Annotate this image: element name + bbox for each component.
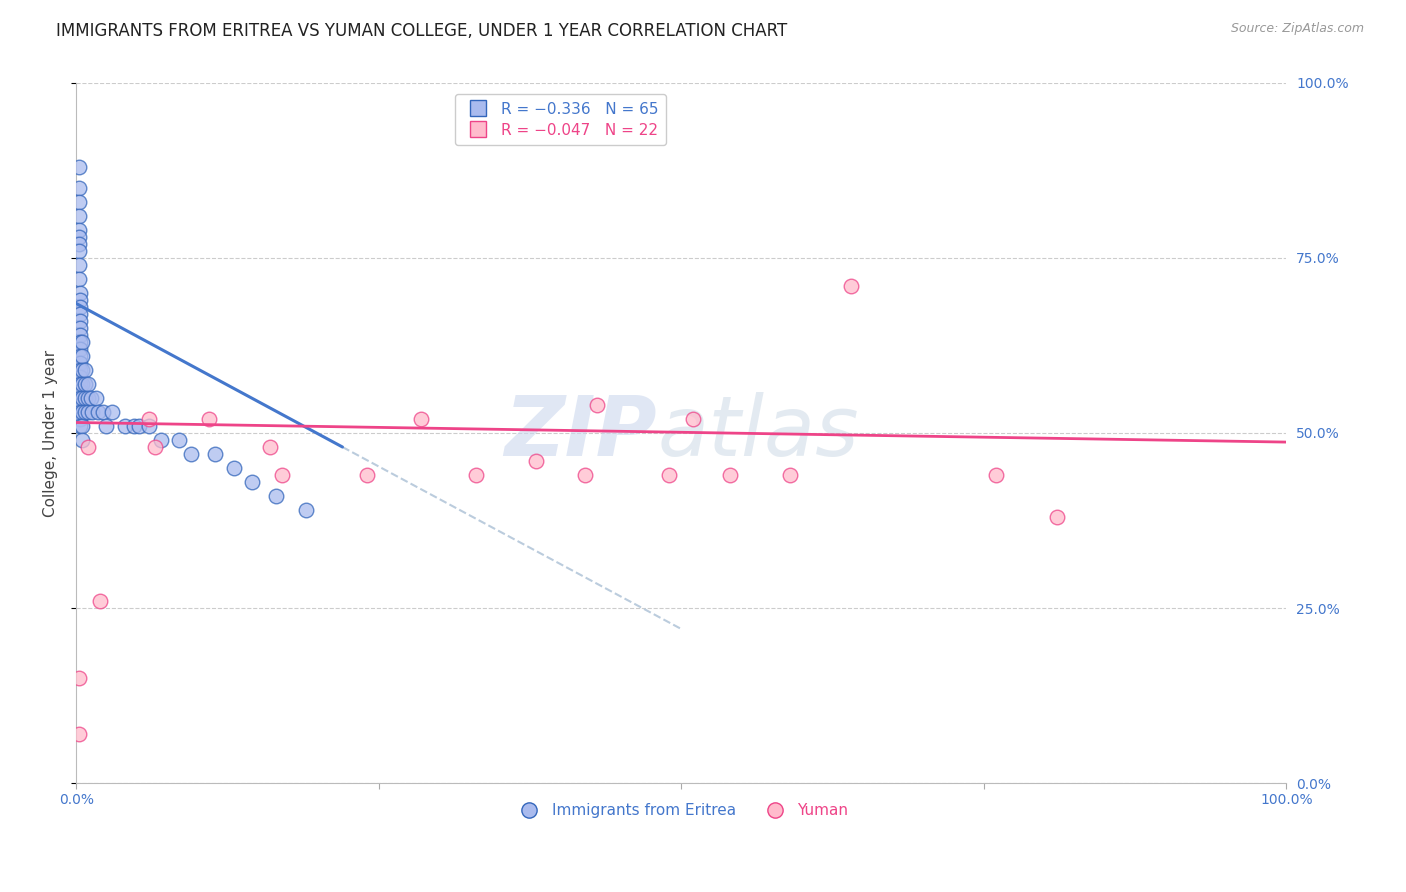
Text: ZIP: ZIP <box>505 392 657 474</box>
Point <box>80 405 103 419</box>
Point <box>574 468 596 483</box>
Point <box>138 412 160 426</box>
Point <box>87 405 110 419</box>
Point <box>69 356 91 370</box>
Point <box>67 223 90 237</box>
Point <box>84 391 107 405</box>
Point <box>69 370 91 384</box>
Point <box>271 468 294 483</box>
Legend: Immigrants from Eritrea, Yuman: Immigrants from Eritrea, Yuman <box>508 797 855 824</box>
Y-axis label: College, Under 1 year: College, Under 1 year <box>44 350 58 516</box>
Point <box>69 363 91 377</box>
Point <box>67 160 90 174</box>
Point <box>658 468 681 483</box>
Text: Source: ZipAtlas.com: Source: ZipAtlas.com <box>1230 22 1364 36</box>
Point <box>69 398 91 412</box>
Point <box>69 391 91 405</box>
Point <box>73 405 96 419</box>
Point <box>67 237 90 252</box>
Point <box>73 391 96 405</box>
Point <box>67 209 90 223</box>
Point <box>240 475 263 489</box>
Point <box>984 468 1007 483</box>
Point <box>143 440 166 454</box>
Point <box>67 727 90 741</box>
Point <box>69 300 91 314</box>
Point <box>198 412 221 426</box>
Point <box>138 419 160 434</box>
Point <box>69 307 91 321</box>
Point <box>180 447 202 461</box>
Point <box>70 433 93 447</box>
Point <box>69 314 91 328</box>
Point <box>69 321 91 335</box>
Point <box>67 258 90 272</box>
Point <box>524 454 547 468</box>
Point <box>89 594 111 608</box>
Point <box>128 419 150 434</box>
Point <box>70 376 93 391</box>
Point <box>69 384 91 398</box>
Point <box>69 412 91 426</box>
Point <box>73 376 96 391</box>
Point <box>356 468 378 483</box>
Point <box>464 468 486 483</box>
Point <box>80 391 103 405</box>
Point <box>69 342 91 356</box>
Point <box>77 376 100 391</box>
Point <box>114 419 136 434</box>
Point <box>69 293 91 307</box>
Point <box>259 440 281 454</box>
Point <box>149 433 172 447</box>
Point <box>69 376 91 391</box>
Point <box>70 405 93 419</box>
Point <box>67 194 90 209</box>
Point <box>69 405 91 419</box>
Point <box>1045 510 1067 524</box>
Point <box>91 405 114 419</box>
Point <box>67 181 90 195</box>
Point <box>73 363 96 377</box>
Point <box>77 405 100 419</box>
Point <box>295 503 318 517</box>
Point <box>585 398 607 412</box>
Point <box>69 334 91 349</box>
Point <box>839 279 862 293</box>
Point <box>69 349 91 363</box>
Point <box>70 391 93 405</box>
Point <box>69 419 91 434</box>
Point <box>67 230 90 244</box>
Point <box>167 433 190 447</box>
Point <box>77 391 100 405</box>
Point <box>411 412 433 426</box>
Point <box>204 447 226 461</box>
Text: atlas: atlas <box>657 392 859 474</box>
Point <box>222 461 245 475</box>
Point <box>70 349 93 363</box>
Point <box>69 285 91 300</box>
Text: IMMIGRANTS FROM ERITREA VS YUMAN COLLEGE, UNDER 1 YEAR CORRELATION CHART: IMMIGRANTS FROM ERITREA VS YUMAN COLLEGE… <box>56 22 787 40</box>
Point <box>96 419 118 434</box>
Point <box>101 405 124 419</box>
Point <box>67 671 90 685</box>
Point <box>69 328 91 343</box>
Point <box>122 419 145 434</box>
Point <box>70 419 93 434</box>
Point <box>67 272 90 286</box>
Point <box>70 363 93 377</box>
Point <box>718 468 741 483</box>
Point <box>70 334 93 349</box>
Point <box>67 244 90 258</box>
Point <box>682 412 704 426</box>
Point <box>77 440 100 454</box>
Point <box>779 468 801 483</box>
Point <box>264 489 287 503</box>
